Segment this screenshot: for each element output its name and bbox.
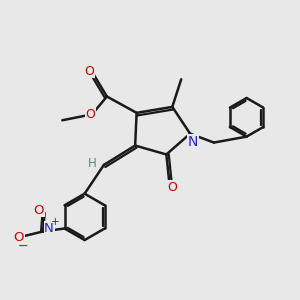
Text: −: −	[18, 240, 28, 253]
Text: H: H	[88, 157, 97, 170]
Text: O: O	[33, 203, 44, 217]
Text: N: N	[44, 222, 54, 235]
Text: O: O	[14, 231, 24, 244]
Text: O: O	[167, 181, 177, 194]
Text: O: O	[85, 108, 95, 121]
Text: N: N	[188, 135, 198, 149]
Text: O: O	[84, 65, 94, 78]
Text: +: +	[51, 217, 60, 227]
